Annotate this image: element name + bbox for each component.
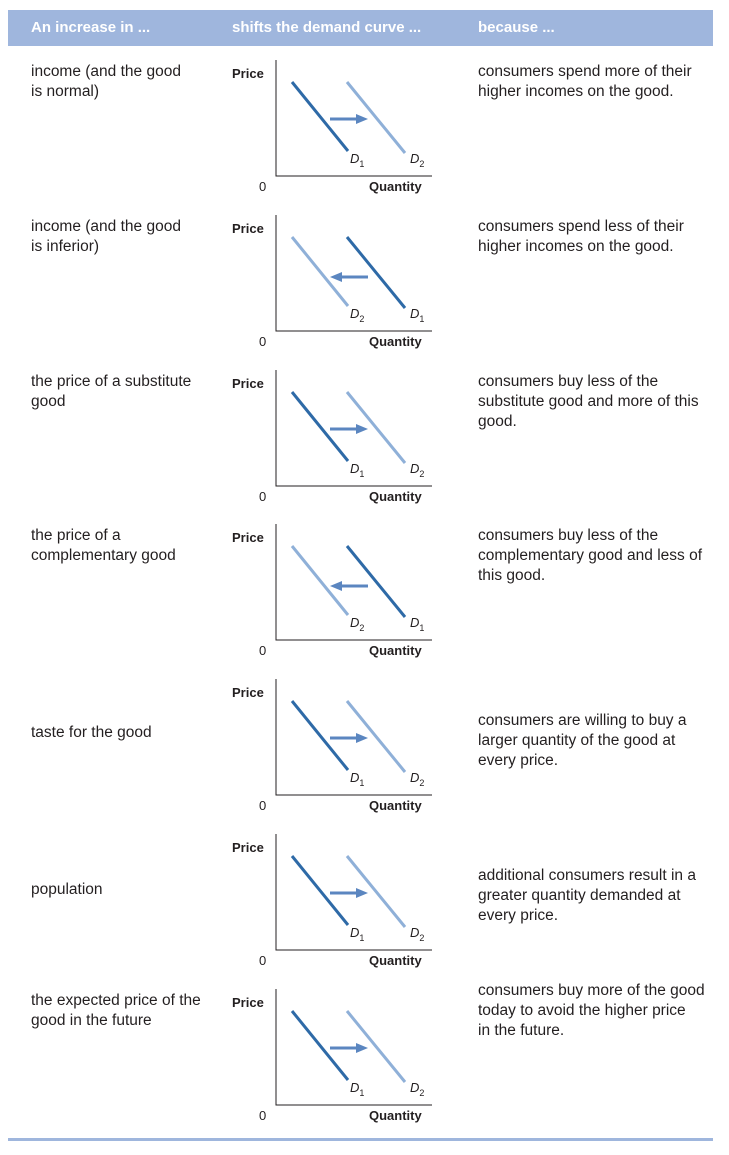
cause-text: taste for the good — [31, 724, 152, 742]
graph-axes — [275, 214, 432, 332]
cause-text: the price of a substitute good — [31, 372, 192, 410]
demand-curve-d2 — [345, 1009, 407, 1083]
x-axis-label: Quantity — [369, 953, 422, 968]
origin-label: 0 — [259, 334, 266, 349]
shift-right-arrow-icon — [330, 733, 368, 744]
demand-curve-d2 — [345, 81, 407, 154]
origin-label: 0 — [259, 1108, 266, 1123]
demand-shift-graph: Price 0 Quantity D1 D2 — [232, 60, 432, 194]
table-row: the expected price of the good in the fu… — [0, 981, 729, 1136]
origin-label: 0 — [259, 489, 266, 504]
curve-label-d1: D1 — [410, 615, 424, 633]
demand-shift-graph: Price 0 Quantity D1 D2 — [232, 369, 432, 504]
curve-label-d2: D2 — [410, 770, 424, 788]
demand-shift-graph: Price 0 Quantity D1 D2 — [232, 834, 432, 968]
x-axis-label: Quantity — [369, 798, 422, 813]
demand-curve-d1 — [290, 855, 350, 926]
y-axis-label: Price — [232, 66, 264, 81]
header-because: because ... — [478, 19, 555, 36]
origin-label: 0 — [259, 643, 266, 658]
table-row: the price of a substitute good consumers … — [0, 362, 729, 517]
reason-text: consumers buy more of the good today to … — [478, 981, 705, 1039]
y-axis-label: Price — [232, 995, 264, 1010]
demand-curve-d2 — [290, 545, 350, 617]
cause-text: income (and the good is inferior) — [31, 217, 181, 255]
header-increase-in: An increase in ... — [31, 19, 151, 36]
demand-shift-graph: Price 0 Quantity D1 D2 — [232, 214, 432, 349]
demand-shift-graph: Price 0 Quantity D1 D2 — [232, 988, 432, 1123]
curve-label-d2: D2 — [350, 306, 364, 324]
x-axis-label: Quantity — [369, 1108, 422, 1123]
shift-right-arrow-icon — [330, 888, 368, 898]
demand-curve-d1 — [290, 81, 350, 152]
demand-curve-d2 — [345, 700, 407, 774]
graph-axes — [275, 679, 432, 796]
curve-label-d1: D1 — [350, 1080, 364, 1098]
y-axis-label: Price — [232, 221, 264, 236]
table-row: the price of a complementary good consume… — [0, 516, 729, 671]
shift-right-arrow-icon — [330, 1042, 368, 1053]
table-row: taste for the good consumers are willing … — [0, 671, 729, 826]
curve-label-d1: D1 — [350, 925, 364, 943]
demand-curve-d1 — [290, 390, 350, 462]
reason-text: additional consumers result in a greater… — [478, 867, 696, 924]
table-row: population additional consumers result in… — [0, 826, 729, 981]
table-row: income (and the good is inferior) consume… — [0, 207, 729, 362]
x-axis-label: Quantity — [369, 334, 422, 349]
curve-label-d2: D2 — [410, 925, 424, 943]
origin-label: 0 — [259, 798, 266, 813]
curve-label-d1: D1 — [350, 151, 364, 169]
demand-curve-d2 — [290, 235, 350, 307]
demand-curve-d1 — [345, 235, 407, 309]
y-axis-label: Price — [232, 685, 264, 700]
table-footer-rule — [8, 1138, 713, 1141]
origin-label: 0 — [259, 953, 266, 968]
reason-text: consumers are willing to buy a larger qu… — [478, 712, 687, 770]
shift-right-arrow-icon — [330, 114, 368, 124]
curve-label-d1: D1 — [410, 306, 424, 324]
curve-label-d2: D2 — [350, 615, 364, 633]
curve-label-d2: D2 — [410, 461, 424, 479]
graph-axes — [275, 834, 432, 951]
cause-text: the price of a complementary good — [31, 527, 176, 565]
curve-label-d1: D1 — [350, 461, 364, 479]
shift-left-arrow-icon — [330, 271, 368, 282]
graph-axes — [275, 369, 432, 487]
reason-text: consumers buy less of the substitute goo… — [478, 372, 699, 430]
header-shifts-demand: shifts the demand curve ... — [232, 19, 422, 36]
demand-curve-d2 — [345, 390, 407, 464]
cause-text: income (and the good is normal) — [31, 63, 181, 100]
curve-label-d2: D2 — [410, 151, 424, 169]
reason-text: consumers spend less of their higher inc… — [478, 217, 684, 255]
curve-label-d1: D1 — [350, 770, 364, 788]
demand-curve-d2 — [345, 855, 407, 928]
y-axis-label: Price — [232, 376, 264, 391]
reason-text: consumers spend more of their higher inc… — [478, 63, 692, 100]
y-axis-label: Price — [232, 840, 264, 855]
x-axis-label: Quantity — [369, 643, 422, 658]
demand-shift-graph: Price 0 Quantity D1 D2 — [232, 679, 432, 813]
demand-shift-graph: Price 0 Quantity D1 D2 — [232, 524, 432, 658]
demand-curve-d1 — [290, 1009, 350, 1081]
x-axis-label: Quantity — [369, 179, 422, 194]
curve-label-d2: D2 — [410, 1080, 424, 1098]
y-axis-label: Price — [232, 530, 264, 545]
table-row: income (and the good is normal) consumers… — [0, 52, 729, 207]
cause-text: population — [31, 881, 103, 898]
reason-text: consumers buy less of the complementary … — [478, 527, 703, 585]
demand-curve-d1 — [345, 545, 407, 619]
cause-text: the expected price of the good in the fu… — [31, 991, 201, 1029]
graph-axes — [275, 60, 432, 177]
graph-axes — [275, 524, 432, 641]
origin-label: 0 — [259, 179, 266, 194]
graph-axes — [275, 988, 432, 1106]
x-axis-label: Quantity — [369, 489, 422, 504]
demand-curve-d1 — [290, 700, 350, 772]
shift-right-arrow-icon — [330, 423, 368, 434]
shift-left-arrow-icon — [330, 581, 368, 592]
table-header: An increase in ... shifts the demand cur… — [8, 10, 713, 46]
